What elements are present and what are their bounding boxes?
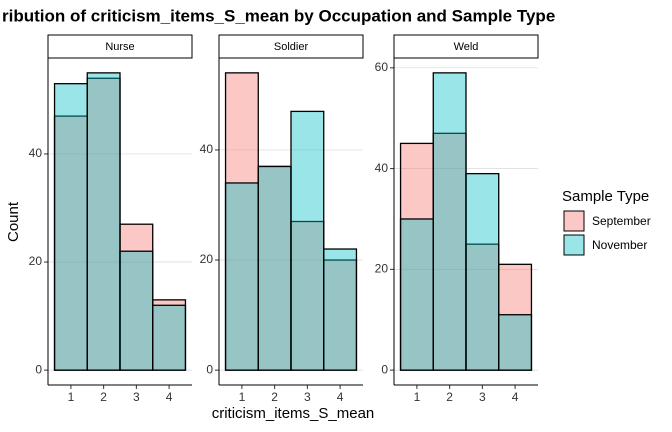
bar <box>399 218 434 371</box>
bar <box>465 172 500 371</box>
y-tick-label: 20 <box>200 252 214 266</box>
strip-label: Nurse <box>105 41 134 53</box>
y-tick-label: 40 <box>29 146 43 160</box>
legend-label: November <box>592 238 647 252</box>
bar <box>152 304 187 371</box>
bar <box>86 72 121 371</box>
x-tick-label: 4 <box>512 390 519 404</box>
bar <box>498 314 533 371</box>
x-tick-label: 1 <box>68 390 75 404</box>
y-tick-label: 20 <box>29 254 43 268</box>
x-tick-label: 1 <box>239 390 246 404</box>
y-tick-label: 0 <box>35 362 42 376</box>
x-tick-label: 3 <box>304 390 311 404</box>
x-tick-label: 4 <box>337 390 344 404</box>
y-tick-label: 20 <box>375 262 389 276</box>
strip-label: Weld <box>454 41 479 53</box>
bar <box>290 110 325 371</box>
x-tick-label: 2 <box>446 390 453 404</box>
x-tick-label: 1 <box>414 390 421 404</box>
bar <box>290 220 325 371</box>
x-tick-label: 3 <box>133 390 140 404</box>
strip <box>218 34 364 59</box>
strip-label: Soldier <box>274 41 309 53</box>
x-axis-title: criticism_items_S_mean <box>212 405 375 422</box>
bar <box>53 83 88 371</box>
y-tick-label: 60 <box>375 60 389 74</box>
strip <box>393 34 539 59</box>
legend-key <box>563 234 585 256</box>
y-tick-label: 0 <box>381 362 388 376</box>
x-tick-label: 2 <box>271 390 278 404</box>
bar <box>224 182 259 371</box>
x-tick-label: 4 <box>166 390 173 404</box>
y-axis-title: Count <box>5 201 22 242</box>
y-tick-label: 0 <box>206 362 213 376</box>
legend-title: Sample Type <box>562 188 649 205</box>
bar <box>323 248 358 371</box>
y-tick-label: 40 <box>375 161 389 175</box>
legend-label: September <box>592 214 651 228</box>
x-tick-label: 2 <box>100 390 107 404</box>
bar <box>257 165 292 371</box>
x-tick-label: 3 <box>479 390 486 404</box>
legend-key <box>563 210 585 232</box>
bar <box>432 72 467 371</box>
strip <box>47 34 193 59</box>
bar <box>119 250 154 371</box>
chart-title: ribution of criticism_items_S_mean by Oc… <box>2 6 555 25</box>
y-tick-label: 40 <box>200 142 214 156</box>
